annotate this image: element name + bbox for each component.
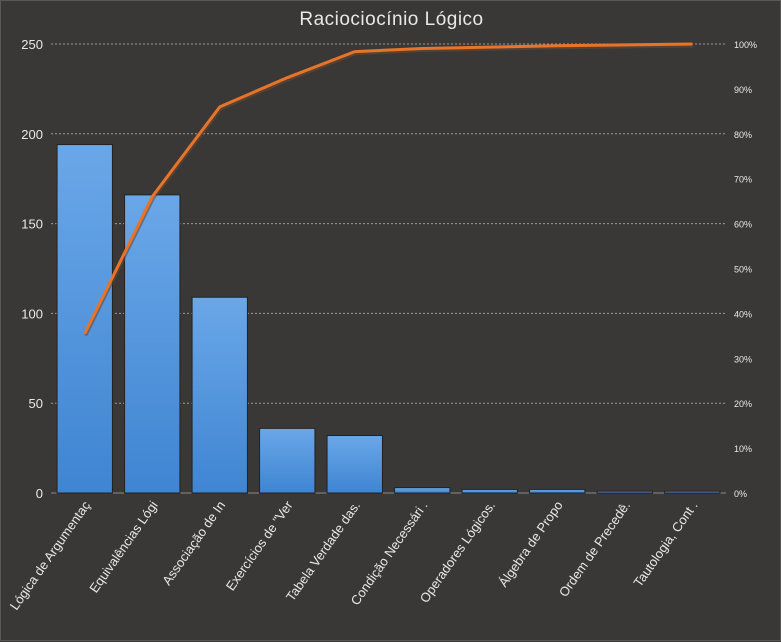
bar <box>596 490 653 494</box>
cumulative-line <box>83 42 693 335</box>
right-tick-label: 80% <box>734 130 752 140</box>
x-tick-label: Tabela Verdade das. <box>283 498 363 604</box>
x-tick-label: Condição Necessári . <box>348 498 431 608</box>
bar <box>394 487 451 494</box>
left-tick-label: 100 <box>21 306 43 321</box>
bar <box>461 488 518 494</box>
x-tick-label: Equivalências Lógi <box>86 498 161 595</box>
left-tick-label: 250 <box>21 37 43 52</box>
x-tick-label: Lógica de Argumentaç <box>7 498 94 613</box>
x-tick-label: Ordem de Precedê. <box>556 498 633 600</box>
right-tick-label: 70% <box>734 175 752 185</box>
bar <box>529 488 586 494</box>
x-tick-label: Exercícios de "Ver <box>223 498 296 594</box>
chart-title: Raciociocínio Lógico <box>299 9 484 30</box>
right-y-axis: 0% 10% 20% 30% 40% 50% 60% 70% 80% 90% 100% <box>734 40 757 499</box>
cumulative-line-series <box>83 42 694 337</box>
x-tick-label: Tautologia, Cont . <box>630 498 700 589</box>
left-y-axis: 0 50 100 150 200 250 <box>21 37 43 501</box>
bar <box>56 144 113 494</box>
right-tick-label: 60% <box>734 220 752 230</box>
line-shadow <box>84 44 694 337</box>
right-tick-label: 20% <box>734 399 752 409</box>
bar <box>664 490 721 494</box>
bar <box>326 435 383 494</box>
bar-series <box>56 144 721 494</box>
right-tick-label: 40% <box>734 309 752 319</box>
right-tick-label: 100% <box>734 40 757 50</box>
x-tick-label: Álgebra de Propo <box>495 498 565 589</box>
right-tick-label: 90% <box>734 85 752 95</box>
left-tick-label: 50 <box>29 396 43 411</box>
left-tick-label: 0 <box>36 486 43 501</box>
bar <box>124 194 181 494</box>
bar <box>259 427 316 494</box>
right-tick-label: 10% <box>734 444 752 454</box>
left-tick-label: 150 <box>21 217 43 232</box>
left-tick-label: 200 <box>21 127 43 142</box>
right-tick-label: 0% <box>734 489 747 499</box>
bar <box>191 296 248 494</box>
right-tick-label: 50% <box>734 265 752 275</box>
x-tick-label: Operadores Lógicos. <box>417 498 499 605</box>
x-tick-label: Associação de In <box>159 498 228 588</box>
right-tick-label: 30% <box>734 354 752 364</box>
